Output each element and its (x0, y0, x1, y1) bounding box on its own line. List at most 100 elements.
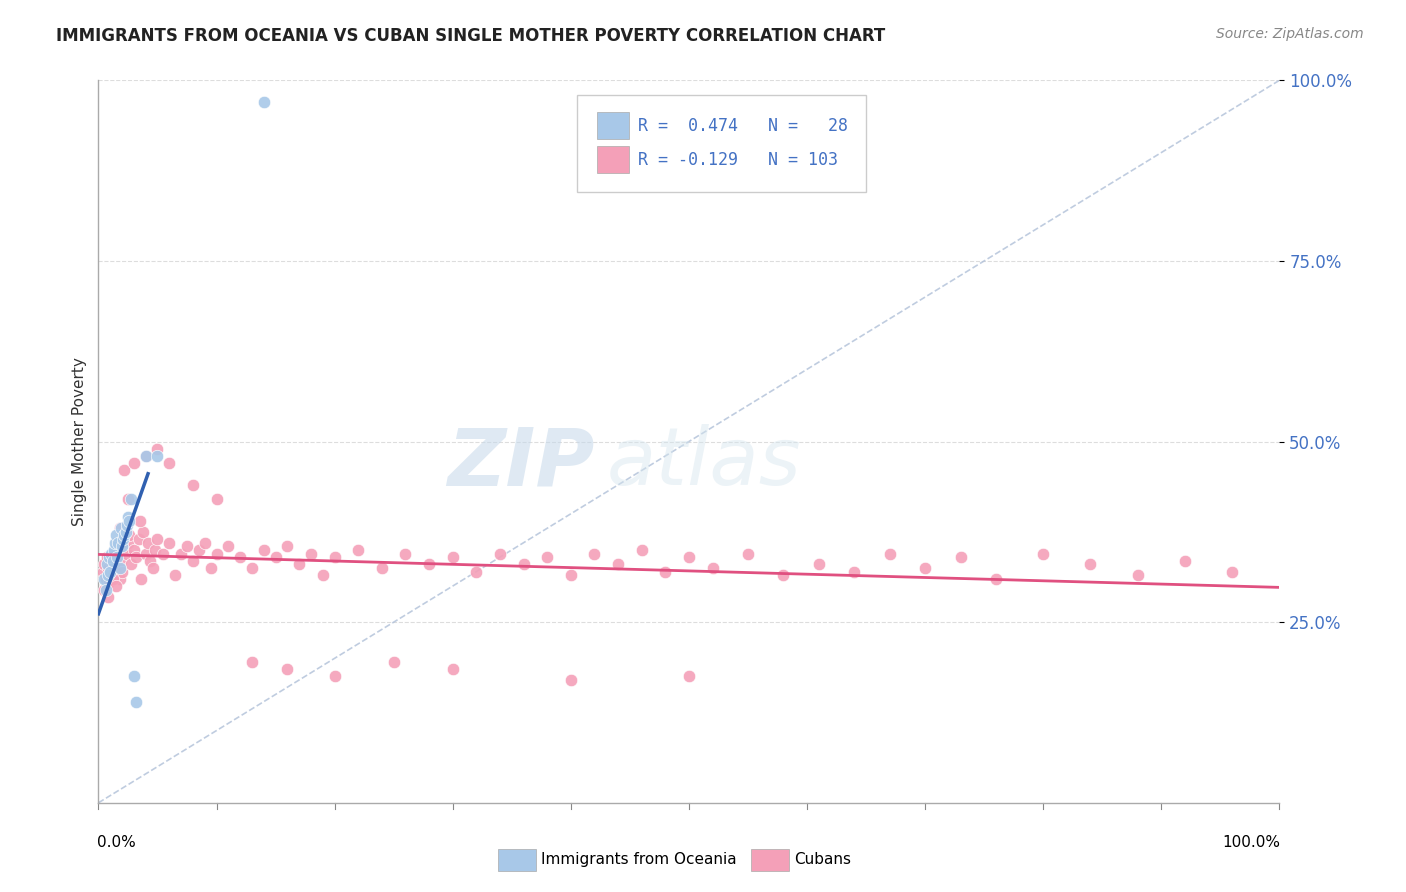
Point (128, 514, 150, 528)
Point (253, 95, 276, 109)
Point (844, 565, 866, 579)
Point (108, 521, 131, 535)
Point (702, 561, 724, 575)
Point (110, 521, 132, 535)
Point (91, 565, 114, 579)
Point (678, 669, 700, 683)
Point (101, 572, 124, 586)
Point (194, 535, 217, 549)
Point (98, 565, 121, 579)
Point (1220, 565, 1243, 579)
FancyBboxPatch shape (596, 146, 628, 173)
Point (112, 539, 135, 553)
Point (100, 554, 122, 568)
Point (772, 568, 794, 582)
Text: 100.0%: 100.0% (1223, 835, 1281, 850)
Point (94, 582, 117, 597)
FancyBboxPatch shape (576, 95, 866, 193)
Point (98, 575, 121, 590)
Point (98, 550, 121, 565)
Point (170, 547, 193, 561)
Point (128, 532, 150, 546)
Point (737, 547, 759, 561)
Point (117, 535, 139, 549)
Point (125, 550, 148, 565)
Point (394, 547, 416, 561)
Point (101, 565, 124, 579)
Point (807, 558, 830, 572)
Point (105, 561, 128, 575)
Point (678, 550, 700, 565)
Point (205, 492, 228, 507)
Point (111, 539, 134, 553)
Point (146, 532, 169, 546)
Point (139, 554, 162, 568)
Point (146, 442, 169, 456)
Point (135, 547, 157, 561)
Point (122, 542, 145, 557)
Point (135, 449, 157, 463)
Text: R =  0.474   N =   28: R = 0.474 N = 28 (638, 117, 848, 135)
Point (181, 478, 204, 492)
Point (108, 572, 131, 586)
Y-axis label: Single Mother Poverty: Single Mother Poverty (72, 357, 87, 526)
Point (187, 542, 209, 557)
Point (122, 456, 145, 470)
Point (157, 535, 180, 549)
Point (536, 550, 558, 565)
Point (1080, 558, 1102, 572)
Point (114, 524, 136, 539)
Point (879, 547, 901, 561)
Point (112, 528, 135, 542)
Point (165, 568, 187, 582)
Point (607, 558, 630, 572)
Point (97, 568, 120, 582)
Point (97, 590, 120, 604)
Point (347, 542, 370, 557)
Point (323, 669, 346, 683)
Point (121, 558, 143, 572)
Point (96, 550, 118, 565)
Point (176, 539, 198, 553)
Point (371, 561, 394, 575)
Point (253, 542, 276, 557)
Point (583, 547, 606, 561)
Point (98, 568, 121, 582)
Point (100, 547, 122, 561)
Point (93, 558, 115, 572)
Text: Source: ZipAtlas.com: Source: ZipAtlas.com (1216, 27, 1364, 41)
Point (323, 550, 346, 565)
Text: R = -0.129   N = 103: R = -0.129 N = 103 (638, 151, 838, 169)
Point (118, 514, 141, 528)
Point (105, 550, 128, 565)
Point (441, 550, 464, 565)
Point (115, 517, 138, 532)
Point (276, 539, 298, 553)
Point (441, 662, 464, 676)
Point (1032, 547, 1054, 561)
Point (240, 561, 263, 575)
Point (110, 554, 132, 568)
Point (654, 565, 676, 579)
Point (107, 535, 129, 549)
Point (489, 547, 512, 561)
Point (117, 492, 139, 507)
Point (103, 547, 125, 561)
Point (111, 565, 134, 579)
Point (136, 535, 159, 549)
Point (101, 554, 124, 568)
Point (142, 561, 165, 575)
Point (152, 547, 174, 561)
Point (264, 550, 287, 565)
Point (132, 524, 155, 539)
Point (115, 547, 138, 561)
Point (143, 542, 166, 557)
Point (512, 558, 534, 572)
Point (914, 561, 936, 575)
Point (104, 558, 127, 572)
Point (112, 532, 135, 546)
Point (312, 568, 335, 582)
Point (181, 554, 204, 568)
Point (93, 572, 115, 586)
Point (1126, 568, 1149, 582)
